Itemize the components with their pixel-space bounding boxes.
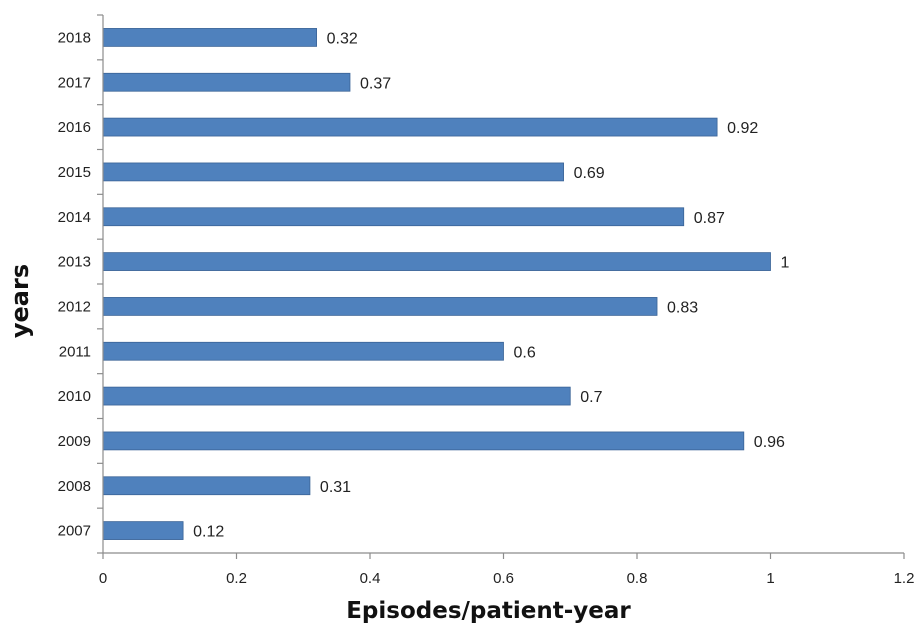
- data-label-2012: 0.83: [667, 299, 698, 316]
- bar-2012: [102, 297, 658, 316]
- y-tick-label-2013: 2013: [58, 254, 91, 271]
- bar-2007: [102, 521, 184, 540]
- data-label-2017: 0.37: [360, 75, 391, 92]
- data-label-2008: 0.31: [320, 479, 351, 496]
- ticks-layer: [97, 14, 905, 559]
- x-tick-label-0.4: 0.4: [360, 570, 381, 587]
- y-tick-label-2018: 2018: [58, 29, 91, 46]
- bar-2009: [102, 431, 745, 451]
- data-label-2010: 0.7: [580, 389, 602, 406]
- bar-2013: [102, 252, 771, 271]
- y-tick-label-2011: 2011: [59, 343, 91, 360]
- y-tick-label-2012: 2012: [58, 298, 91, 315]
- data-label-2018: 0.32: [327, 30, 358, 47]
- data-label-2011: 0.6: [514, 344, 536, 361]
- bar-2008: [102, 476, 311, 496]
- y-tick-label-2014: 2014: [58, 209, 91, 226]
- x-tick-label-1: 1: [766, 570, 774, 587]
- y-tick-label-2007: 2007: [58, 523, 91, 540]
- bar-2014: [102, 207, 685, 227]
- data-label-2016: 0.92: [727, 120, 758, 137]
- data-label-2009: 0.96: [754, 434, 785, 451]
- x-axis-title: Episodes/patient-year: [346, 598, 631, 624]
- y-tick-label-2016: 2016: [58, 119, 91, 136]
- data-label-2015: 0.69: [574, 165, 605, 182]
- y-tick-label-2010: 2010: [58, 388, 91, 405]
- bar-2018: [102, 28, 318, 47]
- y-tick-label-2009: 2009: [58, 433, 91, 450]
- bar-2011: [102, 341, 504, 361]
- x-tick-label-0: 0: [99, 570, 107, 587]
- bar-2016: [102, 117, 718, 137]
- x-tick-label-1.2: 1.2: [894, 570, 915, 587]
- bar-2015: [102, 162, 564, 182]
- bars-layer: [102, 28, 771, 540]
- axes-layer: [102, 15, 904, 554]
- bar-2010: [102, 386, 571, 406]
- labels-layer: 2007 0.12 2008 0.31 2009 0.96 2010 0.7 2011 0.6 20…: [58, 29, 915, 587]
- bar-2017: [102, 72, 351, 92]
- data-label-2014: 0.87: [694, 210, 725, 227]
- x-tick-label-0.6: 0.6: [493, 570, 514, 587]
- y-tick-label-2017: 2017: [58, 74, 91, 91]
- data-label-2013: 1: [781, 255, 790, 272]
- data-label-2007: 0.12: [193, 524, 224, 541]
- y-axis-title: years: [6, 264, 34, 338]
- y-tick-label-2008: 2008: [58, 478, 91, 495]
- x-tick-label-0.8: 0.8: [627, 570, 648, 587]
- x-tick-label-0.2: 0.2: [226, 570, 247, 587]
- y-tick-label-2015: 2015: [58, 164, 91, 181]
